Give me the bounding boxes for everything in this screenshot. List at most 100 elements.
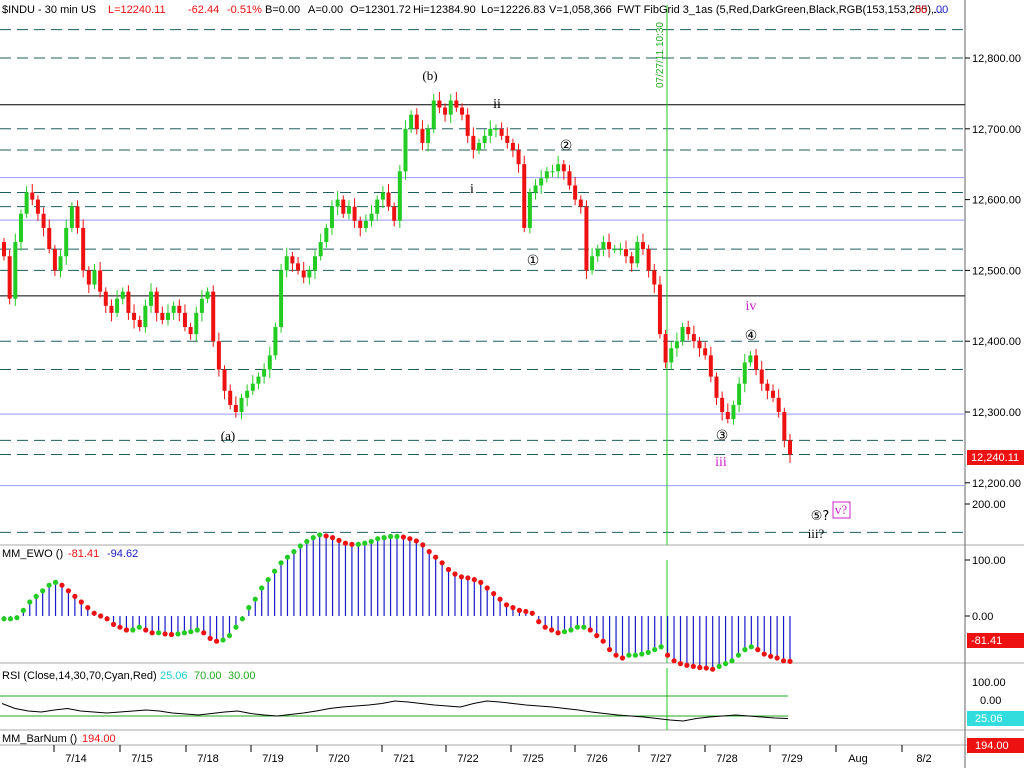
ewo-current-value: -81.41 bbox=[971, 635, 1002, 647]
ewo-signal-dot bbox=[458, 574, 465, 580]
candle-up bbox=[307, 270, 312, 278]
rsi-current-value: 25.06 bbox=[975, 713, 1003, 725]
ewo-signal-dot bbox=[761, 651, 767, 657]
ewo-signal-dot bbox=[755, 647, 761, 653]
ewo-signal-dot bbox=[72, 593, 78, 600]
ewo-signal-dot bbox=[381, 535, 387, 541]
candle-down bbox=[177, 305, 182, 313]
date-tick-label: 7/14 bbox=[65, 753, 86, 765]
ewo-signal-dot bbox=[52, 579, 59, 586]
ewo-signal-dot bbox=[774, 655, 780, 661]
ewo-signal-dot bbox=[716, 663, 722, 670]
candle-down bbox=[109, 305, 114, 313]
ewo-signal-dot bbox=[123, 627, 130, 633]
ewo-signal-dot bbox=[626, 652, 632, 658]
rsi-current-tag: 25.06 bbox=[967, 711, 1024, 726]
candle-down bbox=[782, 412, 787, 441]
ewo-signal-dot bbox=[484, 585, 490, 591]
candle-down bbox=[41, 213, 46, 228]
candle-up bbox=[346, 206, 351, 214]
candle-up bbox=[748, 355, 753, 363]
ewo-signal-dot bbox=[523, 608, 529, 615]
candle-down bbox=[646, 249, 651, 271]
ewo-tick-label: 100.00 bbox=[972, 555, 1006, 567]
ewo-signal-dot bbox=[156, 630, 162, 636]
candle-up bbox=[380, 192, 385, 200]
ewo-signal-dot bbox=[265, 577, 271, 583]
ewo-signal-dot bbox=[110, 621, 117, 628]
candle-down bbox=[697, 341, 702, 349]
candle-down bbox=[386, 192, 391, 207]
ewo-signal-dot bbox=[342, 540, 349, 546]
ewo-signal-dot bbox=[503, 602, 510, 608]
candle-up bbox=[18, 213, 23, 243]
ewo-signal-dot bbox=[85, 605, 91, 611]
candle-down bbox=[233, 404, 238, 412]
ewo-signal-dot bbox=[310, 535, 316, 541]
candle-up bbox=[488, 128, 493, 136]
ewo-signal-dot bbox=[20, 607, 26, 614]
ewo-tick-label: 200.00 bbox=[972, 499, 1006, 511]
ewo-signal-dot bbox=[329, 535, 336, 541]
ewo-signal-dot bbox=[143, 627, 149, 633]
ewo-signal-dot bbox=[349, 541, 355, 547]
ewo-signal-dot bbox=[201, 630, 207, 636]
candle-down bbox=[776, 397, 781, 412]
candle-up bbox=[335, 199, 340, 207]
wave-label-i: i bbox=[470, 182, 474, 197]
ewo-signal-dot bbox=[748, 644, 754, 650]
wave-label-3: ③ bbox=[716, 428, 729, 444]
candle-down bbox=[52, 249, 57, 271]
candle-down bbox=[126, 291, 131, 313]
ewo-signal-dot bbox=[574, 624, 580, 630]
candle-down bbox=[216, 341, 221, 370]
ewo-signal-dot bbox=[14, 615, 20, 621]
ewo-signal-dot bbox=[664, 652, 671, 658]
ewo-signal-dot bbox=[478, 579, 484, 586]
candle-up bbox=[397, 171, 402, 221]
ewo-signal-dot bbox=[252, 596, 258, 602]
wave-label-v: v? bbox=[835, 502, 848, 517]
ewo-signal-dot bbox=[317, 532, 323, 538]
ewo-signal-dot bbox=[46, 582, 52, 588]
candle-down bbox=[341, 199, 346, 214]
candle-down bbox=[754, 355, 759, 370]
candle-down bbox=[437, 100, 442, 108]
ewo-signal-dot bbox=[742, 647, 748, 653]
chart-header: $INDU - 30 min US L=12240.11 -62.44 -0.5… bbox=[2, 4, 948, 16]
candle-up bbox=[731, 404, 736, 420]
ewo-signal-dot bbox=[645, 649, 651, 656]
candle-up bbox=[267, 355, 272, 370]
candle-down bbox=[691, 334, 696, 342]
price-tick-label: 12,300.00 bbox=[972, 407, 1021, 419]
wave-label-v-box bbox=[832, 501, 851, 519]
header-open: O=12301.72 bbox=[350, 4, 411, 16]
candle-up bbox=[262, 369, 267, 377]
ewo-signal-dot bbox=[239, 616, 245, 622]
candle-up bbox=[199, 298, 204, 313]
header-study: FWT FibGrid 3_1as (5,Red,DarkGreen,Black… bbox=[617, 4, 943, 16]
candle-up bbox=[239, 397, 244, 412]
candle-down bbox=[103, 291, 108, 306]
candle-down bbox=[578, 199, 583, 207]
date-tick-label: 7/28 bbox=[716, 753, 737, 765]
candle-up bbox=[493, 128, 498, 130]
candle-down bbox=[505, 135, 510, 143]
header-last: L=12240.11 bbox=[108, 4, 166, 16]
candle-up bbox=[409, 114, 414, 129]
ewo-signal-dot bbox=[297, 543, 303, 549]
ewo-label: MM_EWO () bbox=[2, 548, 63, 560]
header-change-pct: -0.51% bbox=[227, 4, 262, 16]
candle-down bbox=[454, 100, 459, 108]
ewo-signal-dot bbox=[27, 599, 33, 605]
candle-down bbox=[358, 220, 363, 228]
ewo-signal-dot bbox=[98, 613, 104, 619]
ewo-v2: -94.62 bbox=[107, 548, 138, 560]
candle-down bbox=[392, 206, 397, 221]
candle-up bbox=[324, 227, 329, 243]
ewo-signal-dot bbox=[278, 560, 284, 566]
ewo-signal-dot bbox=[194, 627, 200, 633]
ewo-signal-dot bbox=[491, 591, 497, 597]
